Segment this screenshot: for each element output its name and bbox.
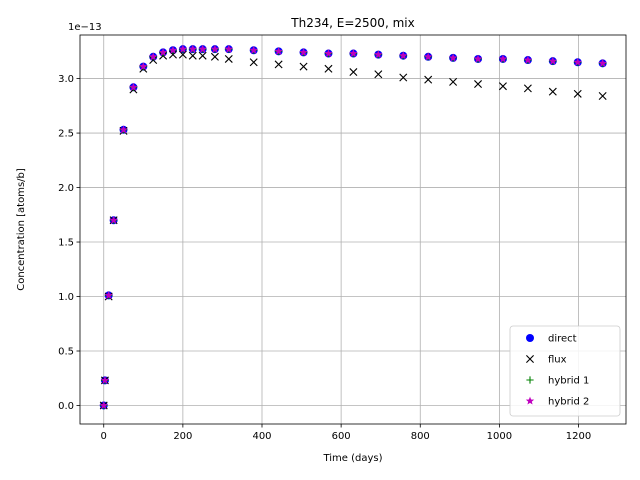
grid: [80, 35, 626, 424]
legend-entry-hybrid-2: hybrid 2: [525, 396, 589, 408]
legend-marker-direct: [526, 334, 534, 342]
legend-entry-hybrid-1: hybrid 1: [526, 376, 589, 387]
point-flux: [274, 60, 283, 69]
y-tick-label: 0.0: [58, 401, 74, 412]
legend: direct flux hybrid 1 hybrid 2: [509, 325, 621, 417]
point-hybrid-2: [374, 50, 383, 59]
point-flux: [598, 92, 607, 101]
point-hybrid-2: [104, 291, 113, 299]
legend-label-direct: direct: [548, 334, 577, 345]
point-hybrid-2: [523, 55, 533, 64]
point-flux: [573, 89, 582, 98]
chart-title: Th234, E=2500, mix: [290, 16, 414, 30]
x-tick-label: 400: [252, 431, 271, 442]
legend-frame: [509, 325, 621, 417]
point-hybrid-2: [573, 57, 582, 66]
point-hybrid-2: [149, 52, 158, 61]
point-hybrid-2: [349, 49, 358, 58]
point-hybrid-2: [158, 48, 168, 56]
series-hybrid-2: [99, 44, 607, 410]
point-hybrid-2: [119, 125, 128, 134]
legend-marker-hybrid-2: [525, 396, 535, 405]
point-hybrid-2: [100, 376, 110, 384]
point-hybrid-2: [188, 44, 197, 53]
point-hybrid-2: [198, 44, 207, 53]
point-hybrid-2: [299, 48, 308, 56]
point-flux: [548, 87, 557, 96]
point-flux: [523, 84, 532, 93]
x-tick-label: 0: [101, 431, 107, 442]
point-hybrid-2: [473, 54, 483, 63]
x-tick-label: 1200: [566, 431, 591, 442]
point-flux: [198, 51, 207, 60]
point-hybrid-2: [274, 46, 283, 55]
point-hybrid-2: [598, 58, 607, 67]
point-hybrid-2: [168, 45, 178, 54]
point-flux: [474, 80, 483, 89]
point-flux: [424, 75, 433, 84]
point-flux: [299, 62, 308, 71]
x-tick-label: 800: [411, 431, 430, 442]
y-tick-label: 1.5: [58, 238, 74, 249]
point-flux: [168, 50, 177, 59]
point-hybrid-2: [224, 44, 233, 53]
point-flux: [210, 52, 219, 61]
x-tick-label: 1000: [487, 431, 512, 442]
legend-label-hybrid-2: hybrid 2: [548, 397, 589, 408]
point-hybrid-2: [423, 52, 433, 61]
point-hybrid-2: [249, 45, 258, 54]
y-axis-label: Concentration [atoms/b]: [16, 168, 27, 291]
point-flux: [224, 54, 233, 63]
legend-label-hybrid-1: hybrid 1: [548, 376, 589, 387]
legend-marker-flux: [526, 355, 534, 363]
point-flux: [498, 82, 507, 91]
point-flux: [349, 68, 358, 77]
x-tick-label: 600: [332, 431, 351, 442]
point-hybrid-2: [448, 53, 458, 62]
point-flux: [374, 70, 383, 79]
point-flux: [249, 58, 258, 67]
y-axis-offset-text: 1e−13: [68, 22, 102, 33]
axis-ticks: 0 200 400 600 800 1000 1200 0.0 0.5 1.0 1.5 2.0 2.5 3…: [58, 74, 591, 442]
point-hybrid-2: [99, 401, 108, 410]
point-hybrid-2: [129, 82, 138, 91]
y-tick-label: 2.0: [58, 183, 74, 194]
y-tick-label: 3.0: [58, 74, 74, 85]
legend-marker-hybrid-1: [526, 376, 534, 384]
point-flux: [399, 73, 408, 82]
point-hybrid-2: [399, 51, 408, 60]
y-tick-label: 1.0: [58, 292, 74, 303]
data-series: [99, 44, 607, 410]
x-tick-label: 200: [173, 431, 192, 442]
point-hybrid-2: [324, 49, 333, 58]
point-flux: [449, 77, 458, 86]
point-flux: [188, 51, 197, 60]
point-hybrid-2: [498, 54, 508, 63]
point-flux: [324, 64, 333, 73]
legend-entry-flux: flux: [526, 355, 567, 366]
point-hybrid-2: [548, 56, 557, 65]
point-hybrid-2: [139, 62, 148, 71]
plot-frame: [79, 34, 627, 425]
legend-entry-direct: direct: [526, 334, 577, 345]
y-tick-label: 0.5: [58, 346, 74, 357]
y-tick-label: 2.5: [58, 129, 74, 140]
point-hybrid-2: [178, 44, 188, 53]
x-axis-label: Time (days): [322, 453, 382, 464]
point-hybrid-2: [210, 44, 220, 53]
point-hybrid-2: [109, 215, 118, 224]
legend-label-flux: flux: [548, 355, 567, 366]
